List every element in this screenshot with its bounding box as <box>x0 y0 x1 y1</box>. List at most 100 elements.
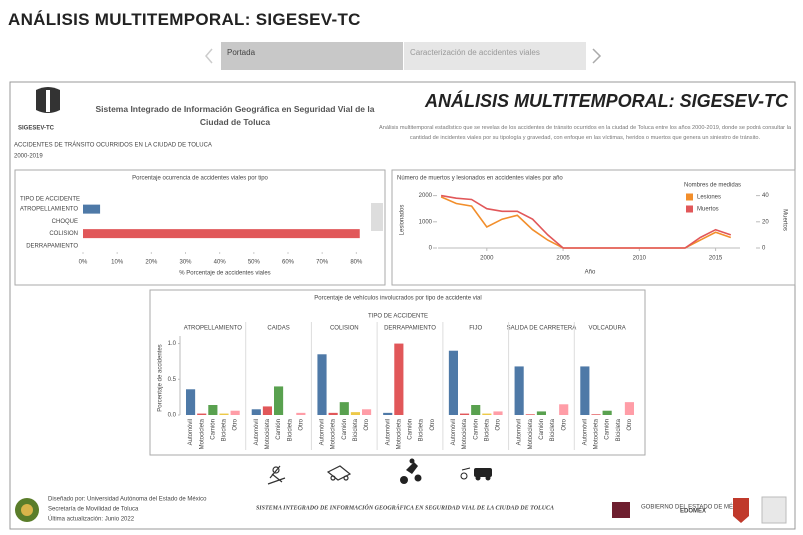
bar <box>197 413 207 415</box>
bar-label: Camión <box>342 419 348 440</box>
group-label: COLISION <box>330 326 359 332</box>
bar-label: Bicicleta <box>222 418 228 441</box>
x-axis-label: Año <box>585 270 596 276</box>
subtitle: ACCIDENTES DE TRÁNSITO OCURRIDOS EN LA C… <box>14 142 212 149</box>
tab[interactable]: Caracterización de accidentes viales <box>404 42 586 70</box>
bar-label: Camión <box>605 419 611 440</box>
bar-label: Automóvil <box>517 419 523 445</box>
y2-axis-label: Muertos <box>781 209 787 231</box>
x-tick-label: 80% <box>350 260 363 266</box>
x-tick-label: 20% <box>145 260 158 266</box>
chart-title: Porcentaje de vehículos involucrados por… <box>314 296 481 302</box>
y-tick-label: 0.5 <box>168 377 177 383</box>
description: Análisis multitemporal estadístico que s… <box>379 125 791 141</box>
bar <box>591 414 601 415</box>
page-title: ANÁLISIS MULTITEMPORAL: SIGESEV-TC <box>8 10 361 29</box>
bar <box>208 405 218 415</box>
category-label: CHOQUE <box>52 219 78 225</box>
next-arrow[interactable] <box>592 48 602 64</box>
tab[interactable]: Portada <box>221 42 403 70</box>
y2-tick-label: 20 <box>762 219 769 225</box>
bar-label: Motocicleta <box>199 418 205 449</box>
x-tick-label: 60% <box>282 260 295 266</box>
chart-title: Número de muertos y lesionados en accide… <box>397 176 563 182</box>
bar <box>624 402 634 415</box>
bar-label: Otro <box>298 418 304 430</box>
bar <box>262 406 272 415</box>
bar-label: Automóvil <box>188 419 194 445</box>
footer-center: SISTEMA INTEGRADO DE INFORMACIÓN GEOGRÁF… <box>256 503 554 511</box>
bar-label: Automóvil <box>254 419 260 445</box>
bar <box>482 413 492 415</box>
bar <box>230 410 240 415</box>
bar <box>448 350 458 415</box>
bar-label: Bicicleta <box>353 418 359 441</box>
scrollbar[interactable] <box>371 203 383 231</box>
bar <box>350 412 360 415</box>
x-tick-label: 70% <box>316 260 329 266</box>
logo-text: SIGESEV-TC <box>18 126 55 132</box>
bar <box>83 229 360 239</box>
bar-label: Automóvil <box>385 419 391 445</box>
y-tick-label: 2000 <box>419 193 433 199</box>
bar-label: Automóvil <box>320 419 326 445</box>
group-label: DERRAPAMIENTO <box>384 326 436 332</box>
group-label: FIJO <box>469 326 482 332</box>
bar <box>460 413 470 415</box>
bar <box>219 413 229 415</box>
icon-crash <box>326 465 352 481</box>
bar <box>251 409 261 415</box>
y2-tick-label: 0 <box>762 246 766 252</box>
legend-title: Nombres de medidas <box>684 183 741 189</box>
legend-label: Muertos <box>697 207 719 213</box>
dashboard-title: ANÁLISIS MULTITEMPORAL: SIGESEV-TC <box>425 91 788 111</box>
bar-label: Motocicleta <box>265 418 271 449</box>
period: 2000-2019 <box>14 154 43 160</box>
bar-label: Motocicleta <box>396 418 402 449</box>
bar-label: Bicicleta <box>616 418 622 441</box>
x-tick-label: 40% <box>214 260 227 266</box>
group-label: SALIDA DE CARRETERA <box>507 326 577 332</box>
chart-title: Porcentaje ocurrencia de accidentes vial… <box>132 176 268 182</box>
brand-text: EDOMÉX <box>680 507 706 515</box>
bar-label: Camión <box>473 419 479 440</box>
y-tick-label: 1.0 <box>168 341 177 347</box>
y-tick-label: 0.0 <box>168 413 177 419</box>
bar-label: Motocicleta <box>462 418 468 449</box>
bar-label: Motocicleta <box>528 418 534 449</box>
bar <box>383 412 393 415</box>
bar-label: Otro <box>233 418 239 430</box>
gov-text: GOBIERNO DEL ESTADO DE MÉXICO <box>641 504 748 511</box>
series-line <box>440 194 732 249</box>
y-axis-label: Porcentaje de accidentes <box>158 344 164 411</box>
bar <box>580 366 590 415</box>
bar-label: Otro <box>627 418 633 430</box>
x-axis-label: % Porcentaje de accidentes viales <box>179 271 270 277</box>
x-tick-label: 2005 <box>556 256 570 262</box>
x-tick-label: 30% <box>179 260 192 266</box>
x-tick-label: 2000 <box>480 256 494 262</box>
bar <box>602 410 612 415</box>
bar <box>362 409 372 415</box>
x-tick-label: 0% <box>79 260 88 266</box>
icon-motorcycle <box>400 458 422 484</box>
category-label: DERRAPAMIENTO <box>26 243 78 249</box>
x-tick-label: 50% <box>248 260 261 266</box>
uaem-logo <box>15 498 39 522</box>
category-label: ATROPELLAMIENTO <box>20 207 78 213</box>
footer-credit: Diseñado por: Universidad Autónoma del E… <box>48 497 207 503</box>
bar-label: Camión <box>210 419 216 440</box>
bar <box>83 204 101 214</box>
bar-label: Automóvil <box>582 419 588 445</box>
bar-label: Otro <box>364 418 370 430</box>
bar <box>317 354 327 415</box>
bar-label: Automóvil <box>451 419 457 445</box>
y2-tick-label: 40 <box>762 193 769 199</box>
prev-arrow[interactable] <box>205 48 213 64</box>
bar-label: Bicicleta <box>484 418 490 441</box>
bar-label: Otro <box>496 418 502 430</box>
bar <box>296 412 306 415</box>
chart-frame <box>14 169 386 286</box>
y-axis-label: Lesionados <box>400 205 406 236</box>
